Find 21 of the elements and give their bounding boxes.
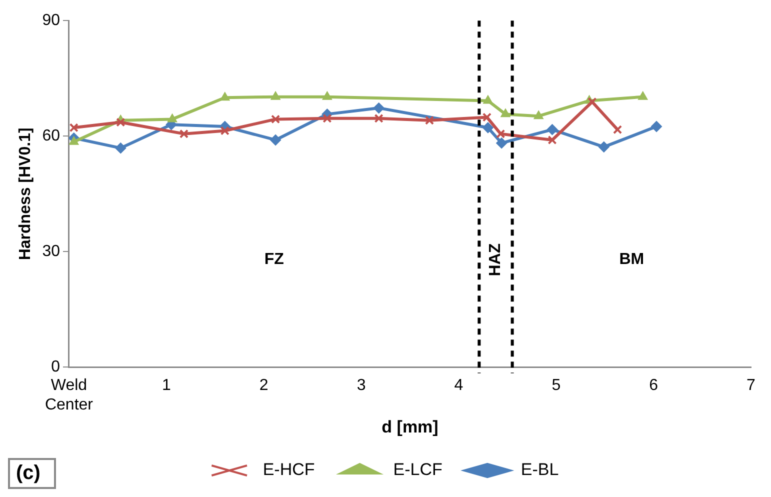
x-axis-title: d [mm] bbox=[382, 417, 438, 436]
x-tick-label: 4 bbox=[454, 377, 464, 394]
x-tick-label: 3 bbox=[356, 377, 366, 394]
x-tick-label: 6 bbox=[649, 377, 658, 394]
y-axis-title: Hardness [HV0.1] bbox=[17, 128, 34, 260]
x-tick-label: 2 bbox=[259, 377, 268, 394]
x-tick-label: 1 bbox=[162, 377, 171, 394]
y-tick-label: 0 bbox=[51, 358, 60, 376]
legend-label: E-BL bbox=[520, 460, 559, 480]
annotation: FZ bbox=[264, 251, 284, 268]
legend-label: E-LCF bbox=[393, 460, 442, 480]
annotation: HAZ bbox=[487, 243, 504, 276]
x-tick-label: 7 bbox=[746, 377, 756, 394]
annotation: BM bbox=[619, 251, 644, 268]
legend-label: E-HCF bbox=[262, 460, 315, 480]
y-tick-label: 60 bbox=[42, 128, 60, 145]
text: (c) bbox=[8, 458, 56, 489]
y-tick-label: 30 bbox=[42, 243, 60, 260]
y-tick-label: 90 bbox=[42, 12, 60, 30]
x-tick-label: Weld Center bbox=[44, 377, 94, 414]
x-tick-label: 5 bbox=[552, 377, 561, 394]
